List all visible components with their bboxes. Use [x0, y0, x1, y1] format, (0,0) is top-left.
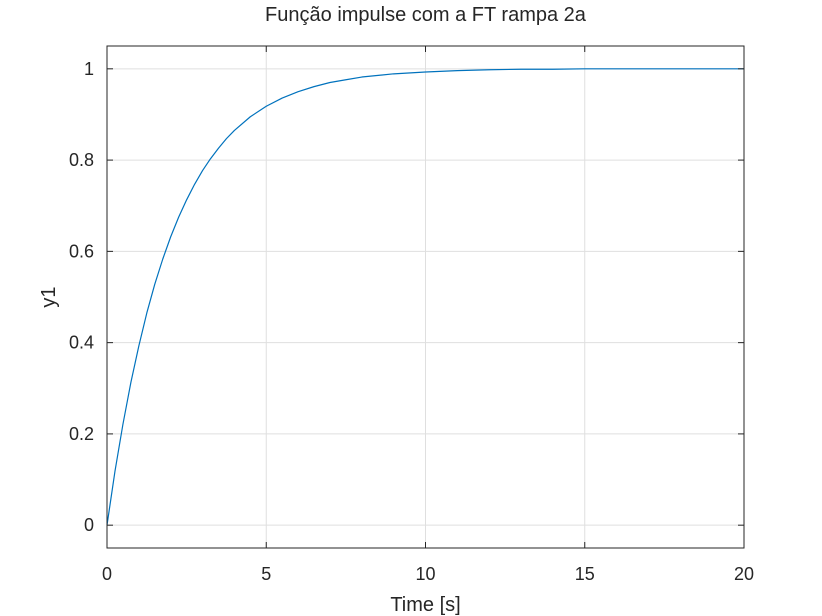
y-tick-label: 0.4 — [69, 333, 94, 353]
y-tick-label: 1 — [84, 59, 94, 79]
series-line — [106, 68, 744, 526]
x-tick-label: 20 — [734, 564, 754, 584]
axis-ticks: 0 5 10 15 20 0 0.2 0.4 0.6 0.8 1 — [69, 46, 754, 584]
x-tick-label: 10 — [415, 564, 435, 584]
y-axis-label: y1 — [38, 286, 60, 307]
chart-title: Função impulse com a FT rampa 2a — [265, 4, 587, 26]
y-tick-label: 0 — [84, 515, 94, 535]
x-tick-label: 15 — [575, 564, 595, 584]
x-axis-label: Time [s] — [390, 594, 460, 616]
x-tick-label: 5 — [261, 564, 271, 584]
y-tick-label: 0.6 — [69, 241, 94, 261]
grid-lines — [106, 46, 745, 548]
data-series — [106, 68, 744, 526]
x-tick-label: 0 — [102, 564, 112, 584]
y-tick-label: 0.2 — [69, 424, 94, 444]
y-tick-label: 0.8 — [69, 150, 94, 170]
